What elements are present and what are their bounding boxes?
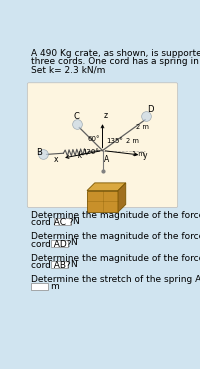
- Text: C: C: [73, 111, 79, 121]
- Text: 2 m: 2 m: [136, 124, 149, 130]
- FancyBboxPatch shape: [27, 83, 178, 207]
- Text: N: N: [70, 238, 76, 248]
- Text: 1 m: 1 m: [132, 151, 145, 157]
- Text: cord AC ?: cord AC ?: [31, 218, 74, 227]
- Polygon shape: [87, 190, 118, 212]
- Text: 60°: 60°: [87, 136, 100, 142]
- Text: cord AD?: cord AD?: [31, 240, 72, 249]
- FancyBboxPatch shape: [54, 218, 71, 225]
- Text: Determine the stretch of the spring AB?: Determine the stretch of the spring AB?: [31, 275, 200, 284]
- Polygon shape: [87, 183, 126, 190]
- Text: N: N: [72, 217, 79, 226]
- Polygon shape: [118, 183, 126, 212]
- Text: y: y: [143, 151, 147, 160]
- Text: cord AB?: cord AB?: [31, 261, 71, 270]
- Text: Set k= 2.3 kN/m: Set k= 2.3 kN/m: [31, 66, 106, 75]
- FancyBboxPatch shape: [51, 240, 68, 247]
- Text: x: x: [54, 155, 58, 163]
- Text: D: D: [147, 104, 154, 114]
- Text: Determine the magnitude of the force in the: Determine the magnitude of the force in …: [31, 232, 200, 241]
- Text: A: A: [104, 155, 109, 164]
- Text: Determine the magnitude of the force in the: Determine the magnitude of the force in …: [31, 211, 200, 220]
- Text: three cords. One cord has a spring in it.: three cords. One cord has a spring in it…: [31, 56, 200, 66]
- FancyBboxPatch shape: [51, 261, 68, 268]
- Text: Determine the magnitude of the force in the: Determine the magnitude of the force in …: [31, 254, 200, 263]
- Text: B: B: [36, 148, 42, 156]
- Text: z: z: [103, 111, 107, 120]
- Text: 2 m: 2 m: [126, 138, 139, 144]
- Text: k: k: [78, 151, 82, 160]
- Text: 120°: 120°: [82, 149, 99, 155]
- FancyBboxPatch shape: [31, 283, 48, 290]
- Text: m: m: [50, 282, 59, 290]
- Text: 135°: 135°: [106, 138, 123, 144]
- Text: A 490 Kg crate, as shown, is supported by: A 490 Kg crate, as shown, is supported b…: [31, 49, 200, 58]
- Text: N: N: [70, 260, 76, 269]
